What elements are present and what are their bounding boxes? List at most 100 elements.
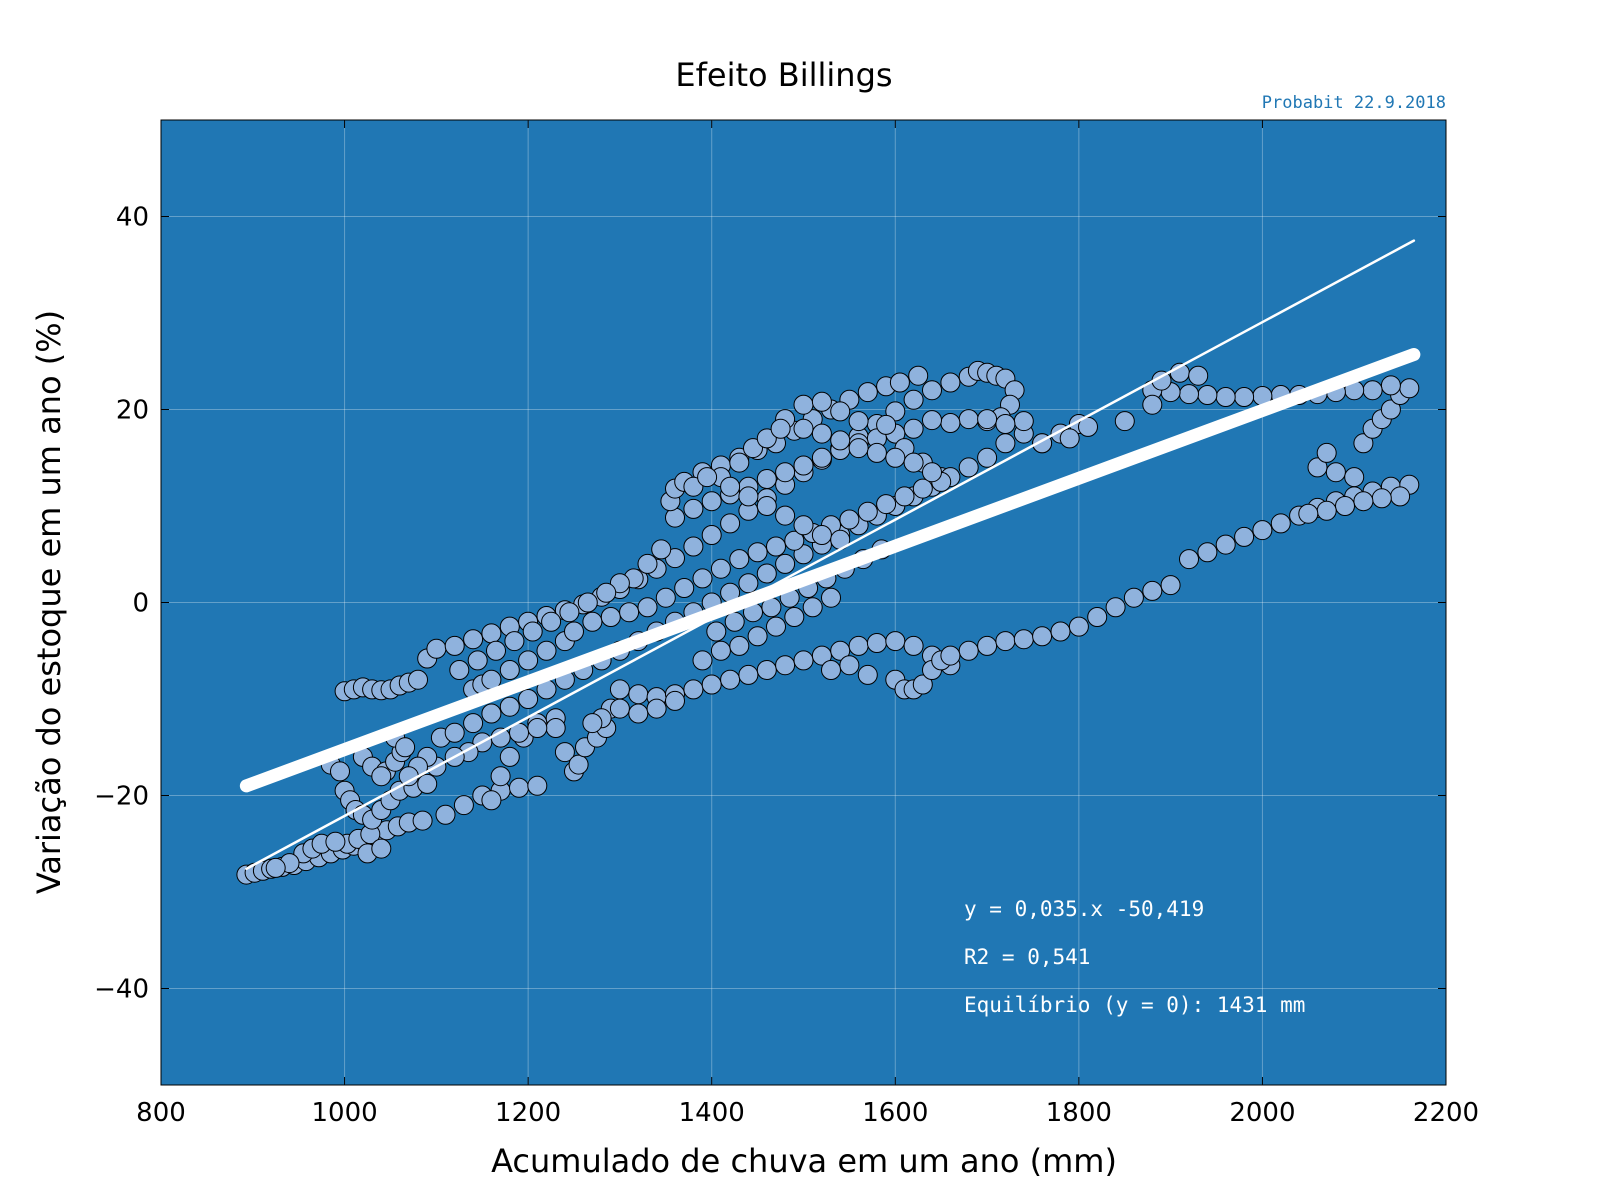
data-point bbox=[1344, 467, 1365, 488]
data-point bbox=[885, 631, 906, 652]
data-point bbox=[839, 509, 860, 530]
data-point bbox=[1179, 384, 1199, 405]
data-point bbox=[995, 631, 1016, 652]
data-point bbox=[536, 640, 557, 661]
data-point bbox=[793, 650, 814, 671]
regression-line-thin bbox=[245, 239, 1416, 871]
data-point bbox=[1316, 500, 1337, 521]
data-point bbox=[697, 467, 718, 488]
data-point bbox=[646, 698, 667, 719]
data-point bbox=[412, 810, 433, 831]
data-point bbox=[1362, 380, 1383, 401]
data-point bbox=[793, 394, 814, 415]
data-point bbox=[499, 660, 520, 680]
data-point bbox=[710, 558, 731, 579]
data-point bbox=[665, 690, 685, 711]
data-point bbox=[738, 664, 759, 685]
data-point bbox=[866, 442, 887, 463]
data-point bbox=[729, 549, 750, 570]
data-point bbox=[628, 703, 649, 724]
data-point bbox=[568, 754, 589, 775]
data-point bbox=[1059, 428, 1080, 449]
data-point bbox=[793, 515, 814, 536]
x-tick-label: 1000 bbox=[311, 1098, 377, 1128]
y-tick-label: 20 bbox=[116, 396, 149, 426]
y-tick-label: −40 bbox=[94, 975, 149, 1005]
y-tick-label: −20 bbox=[94, 782, 149, 812]
data-point bbox=[958, 409, 979, 430]
data-point bbox=[1380, 375, 1401, 396]
data-point bbox=[371, 838, 392, 859]
data-point bbox=[720, 476, 741, 497]
data-point bbox=[265, 857, 286, 878]
data-point bbox=[903, 452, 924, 473]
data-point bbox=[651, 539, 672, 560]
data-point bbox=[554, 742, 575, 763]
data-point bbox=[756, 496, 777, 516]
data-point bbox=[541, 611, 562, 632]
data-point bbox=[756, 428, 777, 449]
data-point bbox=[922, 462, 942, 483]
data-point bbox=[683, 679, 704, 700]
data-point bbox=[1078, 416, 1098, 437]
data-point bbox=[637, 553, 658, 574]
data-point bbox=[1197, 542, 1218, 563]
data-point bbox=[499, 746, 520, 767]
data-point bbox=[738, 486, 759, 507]
data-point bbox=[1114, 411, 1135, 432]
data-point bbox=[1353, 491, 1374, 512]
data-point bbox=[701, 491, 722, 512]
data-point bbox=[743, 438, 763, 459]
data-point bbox=[701, 674, 722, 695]
data-point bbox=[706, 621, 727, 642]
data-point bbox=[811, 447, 832, 468]
data-point bbox=[619, 602, 640, 623]
chart-title: Efeito Billings bbox=[675, 56, 892, 94]
data-point bbox=[940, 645, 961, 666]
data-point bbox=[577, 592, 598, 613]
data-point bbox=[509, 777, 529, 798]
y-axis-label: Variação do estoque em um ano (%) bbox=[30, 310, 68, 894]
data-point bbox=[1335, 496, 1355, 516]
data-point bbox=[582, 713, 603, 734]
data-point bbox=[848, 411, 869, 432]
data-point bbox=[903, 635, 924, 656]
data-point bbox=[821, 587, 841, 608]
data-point bbox=[683, 476, 704, 497]
data-point bbox=[637, 597, 658, 618]
data-point bbox=[683, 536, 704, 557]
data-point bbox=[1270, 513, 1291, 534]
data-point bbox=[1160, 575, 1181, 596]
data-point bbox=[481, 703, 502, 724]
fit-lines bbox=[239, 239, 1421, 871]
data-point bbox=[724, 611, 745, 632]
x-tick-label: 1200 bbox=[495, 1098, 561, 1128]
data-point bbox=[463, 629, 484, 650]
data-point bbox=[518, 689, 539, 709]
data-point bbox=[1307, 457, 1328, 478]
data-point bbox=[756, 469, 777, 489]
data-point bbox=[1316, 442, 1337, 463]
data-point bbox=[775, 505, 796, 526]
data-point bbox=[977, 635, 998, 656]
data-point bbox=[889, 372, 910, 393]
data-point bbox=[325, 831, 346, 852]
data-point bbox=[1380, 399, 1401, 420]
data-point bbox=[674, 578, 695, 598]
data-point bbox=[995, 414, 1016, 434]
data-point bbox=[1234, 387, 1255, 407]
data-point bbox=[784, 607, 805, 627]
x-tick-label: 1800 bbox=[1046, 1098, 1112, 1128]
data-point bbox=[793, 418, 814, 439]
data-point bbox=[628, 684, 649, 705]
data-point bbox=[784, 530, 805, 551]
data-point bbox=[655, 587, 676, 608]
data-point bbox=[821, 660, 841, 680]
data-point bbox=[490, 766, 511, 787]
data-point bbox=[766, 616, 786, 637]
data-point bbox=[885, 447, 906, 468]
data-point bbox=[596, 582, 617, 603]
data-point bbox=[499, 696, 520, 717]
data-point bbox=[467, 650, 488, 671]
data-point bbox=[481, 623, 502, 644]
